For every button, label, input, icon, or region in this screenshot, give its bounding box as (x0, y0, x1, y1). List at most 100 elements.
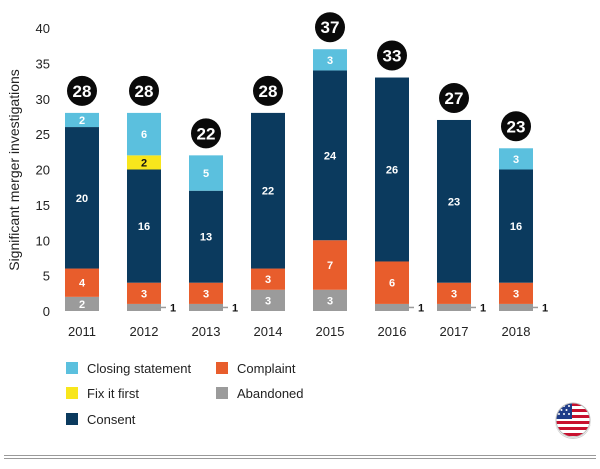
data-label: 3 (327, 55, 333, 67)
bar-segment-abandoned (251, 289, 285, 311)
legend-label: Closing statement (87, 360, 192, 376)
us-flag-icon (553, 400, 593, 440)
y-tick-label: 30 (36, 92, 50, 107)
y-tick-label: 25 (36, 127, 50, 142)
bar-segment-consent (499, 169, 533, 283)
data-label: 3 (203, 288, 209, 300)
bar-segment-closing-statement (313, 49, 347, 71)
data-label: 6 (141, 129, 147, 141)
y-tick-label: 0 (43, 304, 50, 319)
bar-segment-consent (437, 119, 471, 283)
bar-segment-closing-statement (65, 112, 99, 128)
legend-item: Complaint (216, 360, 296, 376)
bar-segment-consent (189, 190, 223, 283)
x-tick-label: 2015 (316, 324, 345, 339)
legend-swatch (66, 387, 78, 399)
total-bubble (315, 12, 345, 43)
data-label: 2 (79, 299, 85, 311)
legend-swatch (66, 413, 78, 425)
data-label: 1 (542, 302, 548, 314)
total-bubble (67, 75, 97, 106)
bar-segment-consent (65, 127, 99, 269)
x-tick-label: 2011 (68, 324, 96, 339)
bar-segment-closing-statement (189, 155, 223, 191)
legend-swatch (66, 362, 78, 374)
data-label: 3 (327, 295, 333, 307)
total-bubble (439, 82, 469, 113)
data-label: 1 (232, 302, 238, 314)
legend-label: Consent (87, 411, 136, 427)
data-label: 16 (138, 221, 150, 233)
y-tick-label: 40 (36, 21, 50, 36)
bar-segment-abandoned (189, 303, 223, 311)
bar-segment-abandoned (313, 289, 347, 311)
bar-segment-abandoned (127, 303, 161, 311)
data-label: 3 (513, 154, 519, 166)
total-label: 28 (259, 82, 278, 101)
bar-segment-fix-it-first (127, 155, 161, 170)
total-bubble (129, 75, 159, 106)
legend-item: Abandoned (216, 385, 304, 401)
data-label: 3 (451, 288, 457, 300)
total-bubble (253, 75, 283, 106)
bar-segment-complaint (189, 282, 223, 304)
bar-segment-complaint (437, 282, 471, 304)
y-tick-label: 15 (36, 198, 50, 213)
x-tick-label: 2016 (378, 324, 407, 339)
y-tick-label: 10 (36, 233, 50, 248)
x-tick-label: 2013 (192, 324, 221, 339)
y-tick-label: 35 (36, 56, 50, 71)
bars: 2420228131626281313522332228372433716263… (65, 12, 548, 314)
total-label: 28 (73, 82, 92, 101)
footer-rule-top (4, 455, 596, 456)
bar-segment-complaint (375, 261, 409, 304)
data-label: 13 (200, 232, 212, 244)
bar-segment-consent (251, 112, 285, 269)
bar-segment-closing-statement (499, 148, 533, 170)
data-label: 20 (76, 193, 88, 205)
bar-segment-closing-statement (127, 112, 161, 156)
data-label: 3 (265, 274, 271, 286)
data-label: 2 (79, 115, 85, 127)
legend-label: Abandoned (237, 385, 304, 401)
footer-rule-bottom (4, 458, 596, 459)
data-label: 3 (265, 295, 271, 307)
bar-segment-complaint (127, 282, 161, 304)
data-label: 22 (262, 186, 274, 198)
data-label: 1 (170, 302, 176, 314)
x-tick-label: 2012 (130, 324, 159, 339)
data-label: 6 (389, 278, 395, 290)
legend-swatch (216, 387, 228, 399)
total-bubble (191, 118, 221, 149)
total-label: 28 (135, 82, 154, 101)
total-bubble (377, 40, 407, 71)
y-tick-label: 20 (36, 163, 50, 178)
bar-segment-abandoned (437, 303, 471, 311)
bar-segment-complaint (65, 268, 99, 297)
data-label: 2 (141, 157, 147, 169)
x-tick-label: 2014 (254, 324, 283, 339)
y-tick-label: 5 (43, 269, 50, 284)
data-label: 4 (79, 278, 86, 290)
data-label: 3 (513, 288, 519, 300)
data-label: 5 (203, 168, 209, 180)
legend-label: Complaint (237, 360, 296, 376)
bar-segment-abandoned (375, 303, 409, 311)
total-label: 37 (321, 18, 340, 37)
total-label: 23 (507, 117, 526, 136)
bar-segment-consent (127, 169, 161, 283)
bar-segment-consent (375, 77, 409, 262)
total-label: 22 (197, 124, 216, 143)
legend-item: Consent (66, 411, 135, 427)
x-tick-label: 2018 (502, 324, 531, 339)
data-label: 26 (386, 165, 398, 177)
y-axis-label: Significant merger investigations (6, 69, 22, 271)
x-tick-label: 2017 (440, 324, 469, 339)
data-label: 1 (480, 302, 486, 314)
legend-item: Fix it first (66, 385, 139, 401)
data-label: 16 (510, 221, 522, 233)
bar-segment-abandoned (65, 296, 99, 311)
data-label: 23 (448, 196, 460, 208)
total-label: 27 (445, 89, 464, 108)
total-bubble (501, 111, 531, 142)
